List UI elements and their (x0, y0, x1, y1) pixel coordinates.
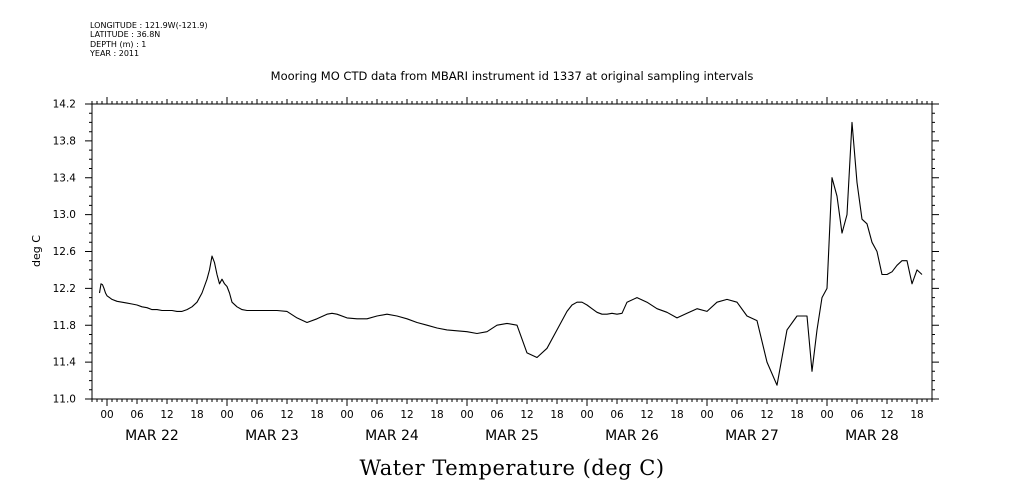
x-hour-label: 12 (280, 409, 293, 421)
x-hour-label: 18 (430, 409, 443, 421)
x-hour-label: 06 (130, 409, 144, 421)
x-day-label: MAR 26 (605, 428, 659, 444)
y-tick-label: 14.2 (53, 99, 76, 111)
y-tick-label: 12.2 (53, 283, 76, 295)
x-hour-label: 06 (250, 409, 264, 421)
x-hour-label: 18 (910, 409, 923, 421)
x-hour-label: 12 (640, 409, 653, 421)
tick-marks (85, 97, 939, 406)
x-hour-label: 06 (490, 409, 504, 421)
plot-frame (91, 103, 933, 400)
x-day-label: MAR 25 (485, 428, 539, 444)
y-tick-label: 11.0 (53, 394, 76, 406)
x-hour-label: 06 (610, 409, 624, 421)
x-axis-label: Water Temperature (deg C) (359, 456, 664, 480)
x-hour-label: 00 (460, 409, 473, 421)
x-tick-labels: 00 06 12 18 00 06 12 18 00 06 12 18 00 06 12 18 00 06 12 18… (100, 409, 923, 444)
x-hour-label: 00 (820, 409, 833, 421)
x-hour-label: 00 (220, 409, 233, 421)
x-hour-label: 00 (700, 409, 713, 421)
series-group (98, 121, 923, 386)
x-hour-label: 06 (850, 409, 864, 421)
year-text: YEAR : 2011 (90, 49, 140, 59)
latitude-text: LATITUDE : 36.8N (90, 30, 161, 40)
water-temperature-line (98, 121, 923, 386)
x-day-label: MAR 22 (125, 428, 179, 444)
metadata-block: LONGITUDE : 121.9W(-121.9) LATITUDE : 36… (90, 21, 208, 59)
x-hour-label: 12 (880, 409, 893, 421)
x-hour-label: 18 (790, 409, 803, 421)
x-hour-label: 06 (370, 409, 384, 421)
x-day-label: MAR 23 (245, 428, 299, 444)
x-day-label: MAR 28 (845, 428, 899, 444)
longitude-text: LONGITUDE : 121.9W(-121.9) (90, 21, 208, 30)
x-hour-label: 12 (160, 409, 173, 421)
x-hour-label: 18 (550, 409, 563, 421)
x-hour-label: 06 (730, 409, 744, 421)
y-tick-label: 13.8 (53, 135, 76, 147)
x-hour-label: 18 (190, 409, 203, 421)
chart-title: Mooring MO CTD data from MBARI instrumen… (271, 69, 754, 83)
x-hour-label: 00 (340, 409, 353, 421)
x-hour-label: 12 (760, 409, 773, 421)
x-hour-label: 12 (400, 409, 413, 421)
y-tick-label: 12.6 (53, 246, 77, 258)
x-hour-label: 18 (310, 409, 323, 421)
x-hour-label: 18 (670, 409, 683, 421)
y-tick-label: 13.4 (53, 172, 77, 184)
x-hour-label: 12 (520, 409, 533, 421)
x-hour-label: 00 (100, 409, 113, 421)
axis-ticks (85, 97, 939, 406)
x-day-label: MAR 27 (725, 428, 779, 444)
y-axis-label: deg C (30, 235, 43, 267)
x-hour-label: 00 (580, 409, 593, 421)
y-tick-labels: 11.0 11.4 11.8 12.2 12.6 13.0 13.4 13.8 14.2 (53, 99, 77, 406)
y-tick-label: 13.0 (53, 209, 76, 221)
y-tick-label: 11.4 (53, 357, 77, 369)
y-tick-label: 11.8 (53, 320, 76, 332)
x-day-label: MAR 24 (365, 428, 419, 444)
depth-text: DEPTH (m) : 1 (90, 39, 147, 49)
